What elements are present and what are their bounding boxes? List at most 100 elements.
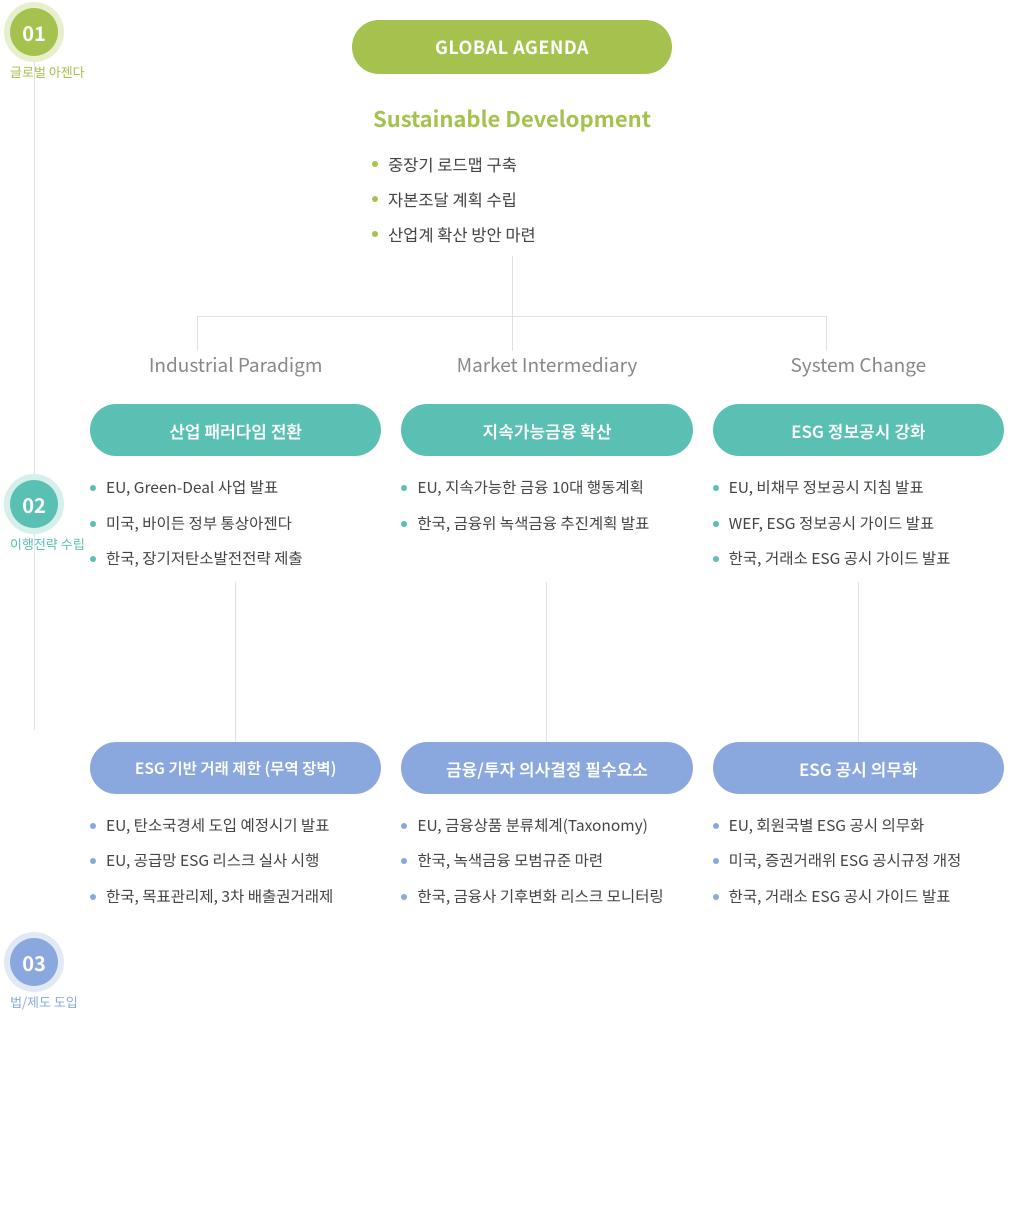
bullet-icon xyxy=(372,161,378,167)
row2-columns: Industrial Paradigm 산업 패러다임 전환 EU, Green… xyxy=(10,351,1014,920)
item-text: 한국, 금융위 녹색금융 추진계획 발표 xyxy=(417,512,649,535)
list-item: 한국, 녹색금융 모범규준 마련 xyxy=(401,849,692,872)
item-text: 한국, 녹색금융 모범규준 마련 xyxy=(417,849,603,872)
col-industrial: Industrial Paradigm 산업 패러다임 전환 EU, Green… xyxy=(90,351,381,920)
col-market: Market Intermediary 지속가능금융 확산 EU, 지속가능한 … xyxy=(401,351,692,920)
step-circle-03: 03 xyxy=(10,938,58,986)
item-text: EU, Green-Deal 사업 발표 xyxy=(106,476,278,499)
item-text: EU, 공급망 ESG 리스크 실사 시행 xyxy=(106,849,319,872)
bullet-icon xyxy=(372,196,378,202)
bullet-icon xyxy=(372,231,378,237)
bullet-icon xyxy=(401,521,407,527)
row3-list: EU, 금융상품 분류체계(Taxonomy) 한국, 녹색금융 모범규준 마련… xyxy=(401,814,692,908)
bullet-icon xyxy=(713,485,719,491)
bullet-icon xyxy=(90,521,96,527)
bullet-icon xyxy=(713,894,719,900)
top-list-item: 산업계 확산 방안 마련 xyxy=(372,222,652,247)
list-item: EU, 금융상품 분류체계(Taxonomy) xyxy=(401,814,692,837)
sustainable-dev-heading: Sustainable Development xyxy=(10,102,1014,134)
connector-drop xyxy=(197,317,198,351)
bullet-icon xyxy=(90,556,96,562)
item-text: 한국, 금융사 기후변화 리스크 모니터링 xyxy=(417,885,663,908)
item-text: 한국, 거래소 ESG 공시 가이드 발표 xyxy=(729,547,951,570)
row3-pill-market: 금융/투자 의사결정 필수요소 xyxy=(401,742,692,794)
global-agenda-text: GLOBAL AGENDA xyxy=(435,34,589,60)
item-text: 미국, 증권거래위 ESG 공시규정 개정 xyxy=(729,849,962,872)
connector-mid xyxy=(546,582,547,742)
col-system: System Change ESG 정보공시 강화 EU, 비채무 정보공시 지… xyxy=(713,351,1004,920)
top-item-text: 중장기 로드맵 구축 xyxy=(388,152,517,177)
connector-mid xyxy=(235,582,236,742)
top-item-text: 산업계 확산 방안 마련 xyxy=(388,222,536,247)
step-badge-01: 01 글로벌 아젠다 xyxy=(10,8,85,81)
list-item: EU, 공급망 ESG 리스크 실사 시행 xyxy=(90,849,381,872)
step-label-02: 이행전략 수립 xyxy=(10,534,85,553)
list-item: 한국, 거래소 ESG 공시 가이드 발표 xyxy=(713,885,1004,908)
connector-stem xyxy=(512,256,513,316)
row3-pill-industrial: ESG 기반 거래 제한 (무역 장벽) xyxy=(90,742,381,794)
item-text: EU, 회원국별 ESG 공시 의무화 xyxy=(729,814,925,837)
bullet-icon xyxy=(401,485,407,491)
col-head: Market Intermediary xyxy=(401,351,692,378)
top-list: 중장기 로드맵 구축 자본조달 계획 수립 산업계 확산 방안 마련 xyxy=(372,152,652,246)
bullet-icon xyxy=(401,858,407,864)
step-badge-03: 03 법/제도 도입 xyxy=(10,938,78,1011)
item-text: EU, 지속가능한 금융 10대 행동계획 xyxy=(417,476,644,499)
connector-drop xyxy=(512,317,513,351)
row3-list: EU, 회원국별 ESG 공시 의무화 미국, 증권거래위 ESG 공시규정 개… xyxy=(713,814,1004,908)
top-list-item: 중장기 로드맵 구축 xyxy=(372,152,652,177)
row2-pill-market: 지속가능금융 확산 xyxy=(401,404,692,456)
item-text: EU, 금융상품 분류체계(Taxonomy) xyxy=(417,814,648,837)
row3-list: EU, 탄소국경세 도입 예정시기 발표 EU, 공급망 ESG 리스크 실사 … xyxy=(90,814,381,908)
bullet-icon xyxy=(401,823,407,829)
bullet-icon xyxy=(90,823,96,829)
global-agenda-badge: GLOBAL AGENDA xyxy=(352,20,672,74)
step-label-01: 글로벌 아젠다 xyxy=(10,62,85,81)
list-item: 한국, 목표관리제, 3차 배출권거래제 xyxy=(90,885,381,908)
top-list-item: 자본조달 계획 수립 xyxy=(372,187,652,212)
list-item: 미국, 증권거래위 ESG 공시규정 개정 xyxy=(713,849,1004,872)
step-badge-02: 02 이행전략 수립 xyxy=(10,480,85,553)
item-text: 한국, 장기저탄소발전전략 제출 xyxy=(106,547,303,570)
list-item: EU, Green-Deal 사업 발표 xyxy=(90,476,381,499)
item-text: 한국, 거래소 ESG 공시 가이드 발표 xyxy=(729,885,951,908)
top-item-text: 자본조달 계획 수립 xyxy=(388,187,517,212)
step-circle-02: 02 xyxy=(10,480,58,528)
list-item: EU, 탄소국경세 도입 예정시기 발표 xyxy=(90,814,381,837)
col-head: System Change xyxy=(713,351,1004,378)
row2-list: EU, Green-Deal 사업 발표 미국, 바이든 정부 통상아젠다 한국… xyxy=(90,476,381,570)
bullet-icon xyxy=(90,894,96,900)
col-head: Industrial Paradigm xyxy=(90,351,381,378)
item-text: 한국, 목표관리제, 3차 배출권거래제 xyxy=(106,885,333,908)
item-text: WEF, ESG 정보공시 가이드 발표 xyxy=(729,512,935,535)
step-label-03: 법/제도 도입 xyxy=(10,992,78,1011)
bullet-icon xyxy=(90,485,96,491)
bullet-icon xyxy=(401,894,407,900)
list-item: 한국, 금융사 기후변화 리스크 모니터링 xyxy=(401,885,692,908)
connector-mid xyxy=(858,582,859,742)
row3-pill-system: ESG 공시 의무화 xyxy=(713,742,1004,794)
bullet-icon xyxy=(713,521,719,527)
list-item: WEF, ESG 정보공시 가이드 발표 xyxy=(713,512,1004,535)
bullet-icon xyxy=(713,858,719,864)
item-text: EU, 탄소국경세 도입 예정시기 발표 xyxy=(106,814,330,837)
list-item: EU, 회원국별 ESG 공시 의무화 xyxy=(713,814,1004,837)
item-text: 미국, 바이든 정부 통상아젠다 xyxy=(106,512,292,535)
bullet-icon xyxy=(713,823,719,829)
step-circle-01: 01 xyxy=(10,8,58,56)
row2-list: EU, 지속가능한 금융 10대 행동계획 한국, 금융위 녹색금융 추진계획 … xyxy=(401,476,692,570)
row2-pill-industrial: 산업 패러다임 전환 xyxy=(90,404,381,456)
list-item: 한국, 장기저탄소발전전략 제출 xyxy=(90,547,381,570)
list-item: 한국, 금융위 녹색금융 추진계획 발표 xyxy=(401,512,692,535)
list-item: 한국, 거래소 ESG 공시 가이드 발표 xyxy=(713,547,1004,570)
list-item: 미국, 바이든 정부 통상아젠다 xyxy=(90,512,381,535)
bullet-icon xyxy=(90,858,96,864)
list-item: EU, 비채무 정보공시 지침 발표 xyxy=(713,476,1004,499)
bullet-icon xyxy=(713,556,719,562)
connector-triple xyxy=(197,317,827,351)
list-item: EU, 지속가능한 금융 10대 행동계획 xyxy=(401,476,692,499)
timeline-line xyxy=(34,60,35,730)
item-text: EU, 비채무 정보공시 지침 발표 xyxy=(729,476,924,499)
connector-drop xyxy=(826,317,827,351)
row2-pill-system: ESG 정보공시 강화 xyxy=(713,404,1004,456)
